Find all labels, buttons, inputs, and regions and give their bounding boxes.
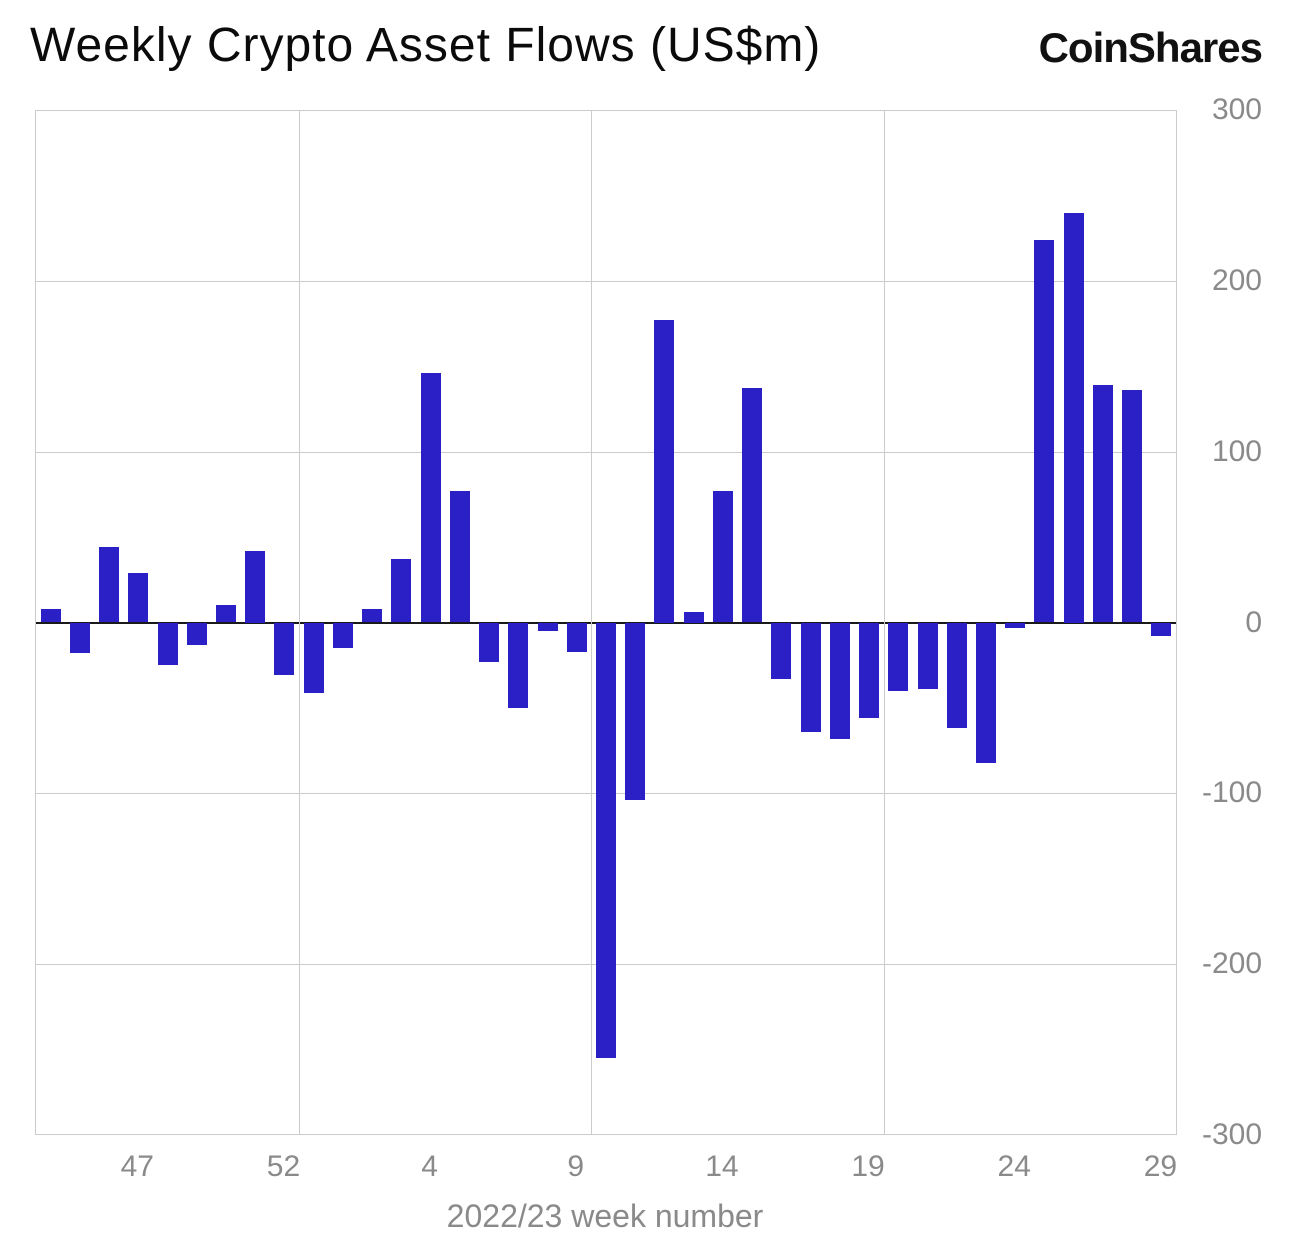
bar-week-51 xyxy=(245,550,266,623)
bar-week-10 xyxy=(596,622,616,1059)
bar-week-24 xyxy=(1005,622,1026,628)
x-tick-label: 4 xyxy=(421,1150,438,1183)
bar-week-11 xyxy=(625,622,646,801)
y-tick-label: 0 xyxy=(1245,605,1262,639)
bar-week-46 xyxy=(99,547,120,623)
bar-week-2 xyxy=(362,608,383,623)
x-tick-label: 29 xyxy=(1143,1150,1178,1183)
bar-week-6 xyxy=(479,622,500,662)
bar-week-45 xyxy=(69,622,90,654)
bar-week-12 xyxy=(654,320,675,623)
bar-week-21 xyxy=(917,622,938,690)
bar-week-26 xyxy=(1063,212,1084,623)
bar-week-4 xyxy=(420,373,441,623)
gridline-y xyxy=(36,280,1176,282)
gridline-y xyxy=(36,110,1176,111)
x-tick-label: 24 xyxy=(997,1150,1031,1183)
x-tick-label: 52 xyxy=(266,1150,301,1183)
gridline-x xyxy=(591,110,593,1135)
bar-week-8 xyxy=(537,622,558,632)
bar-week-3 xyxy=(391,559,412,623)
gridline-y xyxy=(36,451,1176,453)
bar-week-23 xyxy=(976,622,996,763)
chart-title: Weekly Crypto Asset Flows (US$m) xyxy=(30,19,822,72)
bar-week-14 xyxy=(712,490,733,623)
gridline-y xyxy=(36,1134,1176,1135)
bar-week-49 xyxy=(186,622,207,645)
y-tick-label: -300 xyxy=(1201,1118,1262,1151)
gridline-x xyxy=(299,110,301,1135)
bar-week-18 xyxy=(829,622,850,739)
x-tick-label: 47 xyxy=(120,1150,154,1183)
x-tick-label: 14 xyxy=(705,1150,739,1183)
x-tick-label: 19 xyxy=(851,1150,885,1183)
bar-week-5 xyxy=(449,490,470,623)
y-tick-label: 200 xyxy=(1211,263,1262,297)
bar-week-16 xyxy=(771,622,792,679)
bar-week-27 xyxy=(1092,385,1113,623)
bar-week-52 xyxy=(274,622,295,676)
bar-week-53 xyxy=(303,622,324,693)
bar-week-17 xyxy=(800,622,821,732)
bar-week-29 xyxy=(1151,622,1172,637)
bar-week-13 xyxy=(683,612,704,623)
y-tick-label: 300 xyxy=(1211,93,1262,126)
bar-week-19 xyxy=(859,622,880,719)
x-axis-title: 2022/23 week number xyxy=(446,1198,764,1234)
bar-week-44 xyxy=(40,608,61,623)
coinshares-logo: CoinShares xyxy=(1038,24,1263,71)
bar-week-1 xyxy=(332,622,353,649)
bar-week-47 xyxy=(128,572,149,623)
bar-week-9 xyxy=(566,622,587,652)
plot-area xyxy=(35,110,1177,1135)
bar-week-48 xyxy=(157,622,178,666)
bar-week-25 xyxy=(1034,239,1055,623)
y-tick-label: 100 xyxy=(1211,434,1262,468)
bar-week-50 xyxy=(216,605,236,623)
y-tick-label: -100 xyxy=(1201,776,1262,810)
bar-week-22 xyxy=(946,622,967,729)
y-tick-label: -200 xyxy=(1201,947,1262,981)
bar-week-15 xyxy=(742,388,763,623)
bar-week-7 xyxy=(508,622,529,708)
x-tick-label: 9 xyxy=(567,1150,585,1183)
bar-week-20 xyxy=(888,622,909,691)
bar-week-28 xyxy=(1122,390,1143,623)
gridline-x xyxy=(883,110,885,1135)
